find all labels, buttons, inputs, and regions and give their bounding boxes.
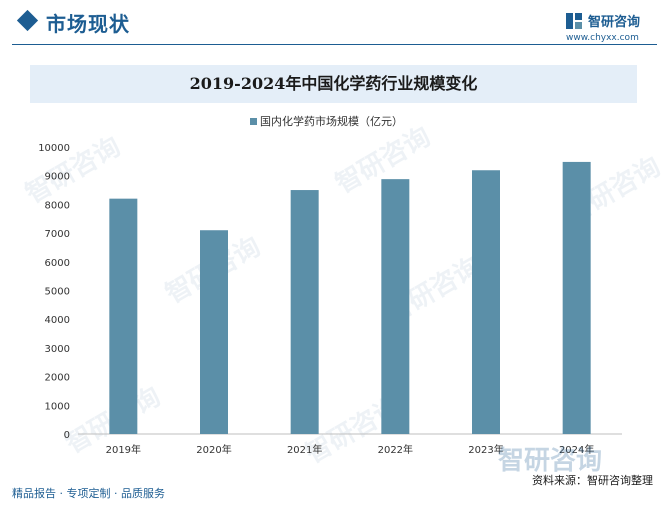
y-tick-label: 0 [64,430,70,441]
y-tick-label: 9000 [45,172,70,183]
x-tick-label: 2022年 [378,443,413,456]
y-tick-label: 5000 [45,287,70,298]
x-tick-label: 2019年 [106,443,141,456]
legend-label: 国内化学药市场规模（亿元） [260,114,403,128]
brand-url: www.chyxx.com [566,33,639,43]
x-tick-label: 2023年 [468,443,503,456]
section-title: 市场现状 [46,12,130,36]
x-tick-label: 2024年 [559,443,594,456]
footer-brand-watermark: 智研咨询 [498,446,603,476]
y-tick-label: 10000 [38,143,70,154]
chart-title: 2019-2024年中国化学药行业规模变化 [189,74,478,93]
bar [562,161,591,434]
y-tick-label: 3000 [45,344,70,355]
header-divider [12,44,657,45]
y-tick-label: 7000 [45,229,70,240]
bar [109,198,138,434]
y-tick-label: 8000 [45,200,70,211]
footer-tagline: 精品报告 · 专项定制 · 品质服务 [12,487,165,500]
y-tick-label: 2000 [45,373,70,384]
brand-logo-icon [566,13,582,29]
x-tick-label: 2021年 [287,443,322,456]
bar [381,179,410,434]
y-tick-label: 6000 [45,258,70,269]
source-note: 资料来源：智研咨询整理 [532,474,653,487]
y-tick-label: 4000 [45,315,70,326]
y-tick-label: 1000 [45,401,70,412]
bar [200,230,228,434]
chart-title-band [30,65,637,103]
brand-name: 智研咨询 [588,15,641,30]
header: 市场现状 智研咨询 www.chyxx.com [0,0,669,46]
x-tick-label: 2020年 [196,443,231,456]
bar [290,190,319,434]
bar [472,170,500,434]
legend-swatch [250,118,257,125]
